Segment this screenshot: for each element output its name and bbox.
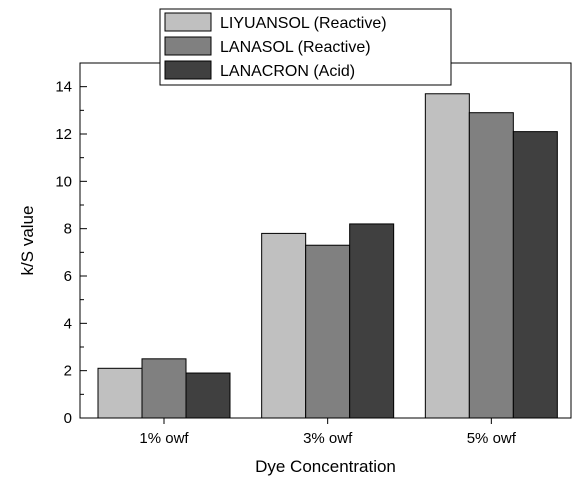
bar (424, 93, 470, 419)
legend-label: LANACRON (Acid) (220, 63, 355, 80)
y-axis: 0 2 4 6 8 10 12 14 (55, 79, 87, 427)
y-tick-label: 14 (55, 79, 72, 96)
bar (185, 372, 231, 419)
y-tick-label: 2 (64, 363, 72, 380)
bar (349, 223, 395, 419)
x-tick-label: 3% owf (303, 430, 353, 447)
x-axis: 1% owf 3% owf 5% owf (139, 418, 517, 447)
y-tick-label: 6 (64, 268, 72, 285)
bar (305, 244, 351, 419)
y-axis-title: k/S value (18, 206, 37, 276)
legend-label: LIYUANSOL (Reactive) (220, 15, 387, 32)
y-tick-label: 12 (55, 126, 72, 143)
bar (97, 367, 143, 419)
bar (512, 131, 558, 419)
y-tick-label: 10 (55, 173, 72, 190)
bar (468, 112, 514, 419)
legend-label: LANASOL (Reactive) (220, 39, 371, 56)
legend-swatch (164, 60, 212, 80)
legend: LIYUANSOL (Reactive) LANASOL (Reactive) LA… (159, 8, 452, 86)
x-tick-label: 5% owf (467, 430, 517, 447)
y-tick-label: 4 (64, 315, 72, 332)
y-tick-label: 8 (64, 221, 72, 238)
bar (261, 232, 307, 419)
legend-swatch (164, 12, 212, 32)
x-tick-label: 1% owf (139, 430, 189, 447)
x-axis-title: Dye Concentration (255, 457, 396, 476)
bar (141, 358, 187, 419)
y-tick-label: 0 (64, 410, 72, 427)
bars-group (97, 93, 558, 419)
legend-swatch (164, 36, 212, 56)
